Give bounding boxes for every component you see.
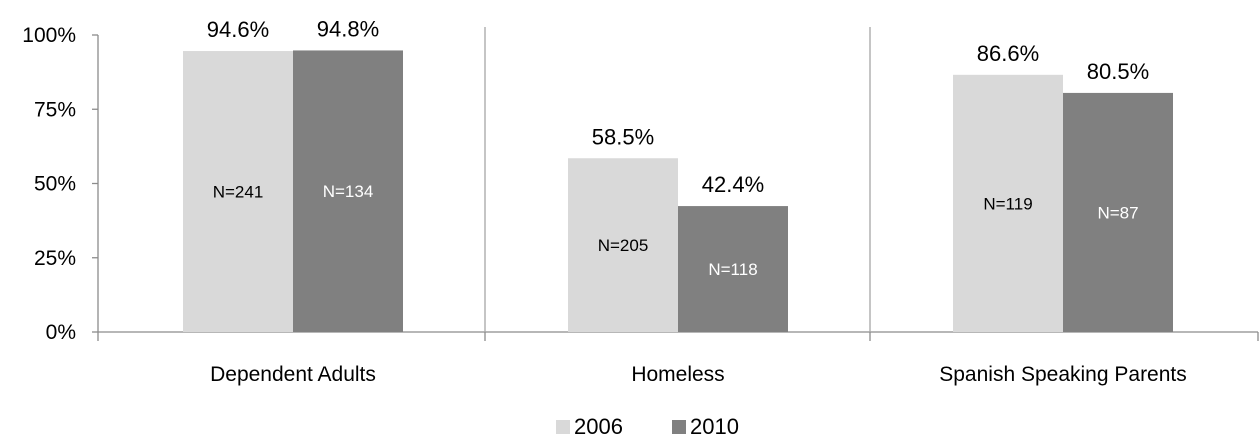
n-label: N=118 <box>708 260 757 279</box>
legend-label-2010: 2010 <box>690 414 739 439</box>
bar-2006-2 <box>953 74 1063 332</box>
legend-swatch-2010 <box>672 420 686 434</box>
n-label: N=119 <box>983 194 1032 213</box>
n-label: N=87 <box>1097 203 1138 222</box>
y-tick-label: 0% <box>46 321 76 344</box>
y-tick-label: 50% <box>34 173 76 196</box>
bar-2006-1 <box>568 158 678 332</box>
category-label: Spanish Speaking Parents <box>939 363 1187 386</box>
legend-swatch-2006 <box>556 420 570 434</box>
legend: 2006 2010 <box>556 414 739 439</box>
bar-2010-0 <box>293 50 403 332</box>
bar-2010-2 <box>1063 92 1173 332</box>
value-label: 80.5% <box>1087 59 1149 84</box>
bar-2006-0 <box>183 51 293 333</box>
value-label: 94.8% <box>317 16 379 41</box>
y-tick-label: 100% <box>22 24 76 47</box>
bar-2010-1 <box>678 206 788 332</box>
category-label: Homeless <box>631 363 724 386</box>
y-tick-label: 75% <box>34 98 76 121</box>
value-label: 42.4% <box>702 172 764 197</box>
category-label: Dependent Adults <box>210 363 376 386</box>
value-label: 86.6% <box>977 41 1039 66</box>
n-label: N=205 <box>598 236 649 255</box>
n-label: N=241 <box>213 183 264 202</box>
plot-area: 0% 25% 50% 75% 100% 94.6% N=241 58.5% N=205 86.6%… <box>22 16 1259 386</box>
legend-label-2006: 2006 <box>574 414 623 439</box>
value-label: 58.5% <box>592 124 654 149</box>
y-tick-label: 25% <box>34 247 76 270</box>
n-label: N=134 <box>323 182 374 201</box>
value-label: 94.6% <box>207 17 269 42</box>
